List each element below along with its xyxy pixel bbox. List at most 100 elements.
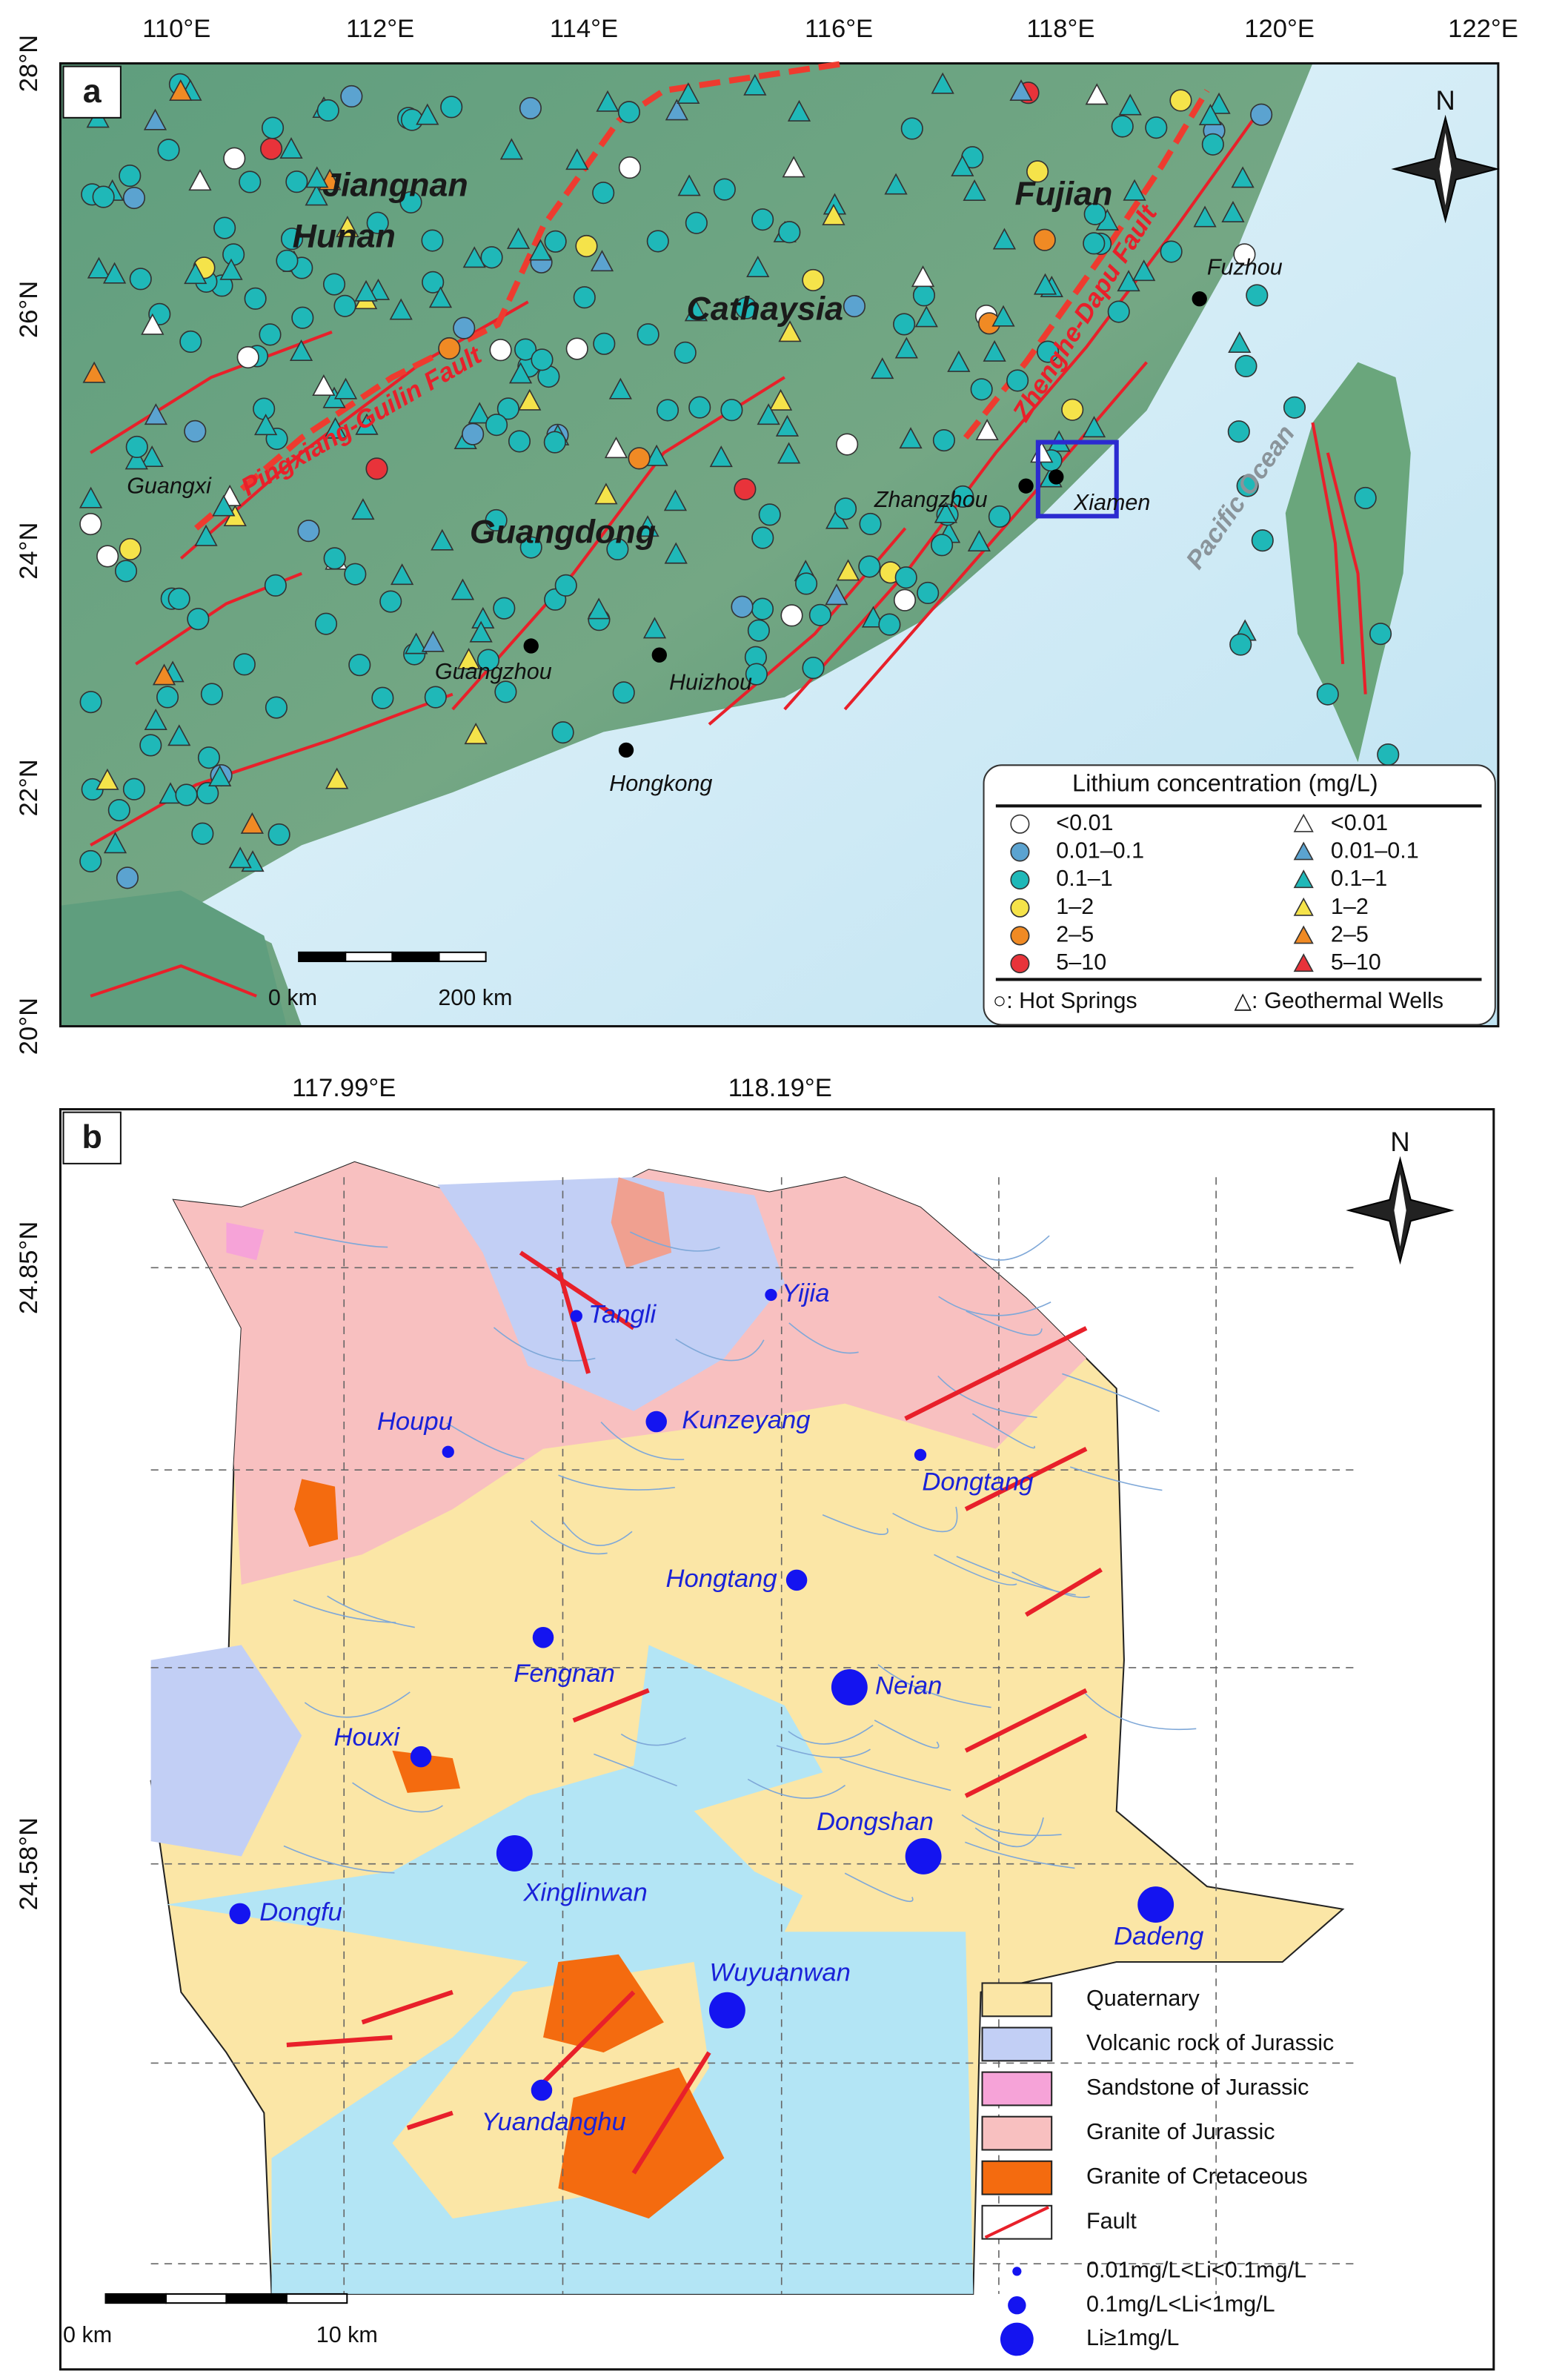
hot-spring-marker [1145, 116, 1168, 139]
hot-spring-marker [751, 597, 774, 620]
well-marker [645, 444, 668, 466]
well-marker [782, 156, 805, 178]
site-label: Houpu [377, 1408, 453, 1436]
legend-marker [1010, 842, 1030, 862]
legend-label: Sandstone of Jurassic [1086, 2075, 1309, 2100]
hot-spring-marker [808, 603, 831, 626]
lat-tick-label: 28°N [15, 35, 43, 92]
river [822, 1514, 888, 1536]
site-marker [496, 1834, 533, 1872]
legend-label: Quaternary [1086, 1986, 1200, 2011]
hot-spring-marker [167, 587, 190, 610]
north-arrow-inner [1439, 133, 1452, 205]
river [1062, 1373, 1160, 1413]
well-marker [934, 501, 957, 523]
fault-line [783, 119, 1254, 711]
well-marker [642, 617, 667, 639]
well-marker [102, 262, 127, 284]
legend-marker [1010, 926, 1030, 946]
hot-spring-marker [184, 420, 207, 442]
site-marker [905, 1838, 942, 1875]
hot-spring-marker [365, 457, 388, 480]
hot-spring-marker [297, 520, 320, 543]
hot-spring-marker [836, 433, 859, 456]
well-marker [87, 256, 111, 279]
legend-label: 1–2 [1056, 894, 1094, 919]
hot-spring-marker [802, 268, 825, 292]
legend-label: 1–2 [1331, 894, 1369, 919]
site-marker [442, 1445, 454, 1458]
river [675, 1338, 765, 1362]
hot-spring-marker [116, 866, 139, 889]
hot-spring-marker [1061, 398, 1084, 421]
well-marker [431, 528, 454, 551]
hot-spring-marker [422, 271, 445, 294]
lon-tick-label: 118.19°E [728, 1074, 832, 1102]
legend-swatch [981, 2160, 1053, 2195]
well-marker [82, 361, 106, 383]
hot-spring-marker [261, 116, 285, 139]
legend-label: 0.01mg/L<Li<0.1mg/L [1086, 2257, 1306, 2282]
granite-cretaceous [558, 2067, 725, 2219]
scale-bar-segment [298, 951, 347, 963]
hot-spring-marker [1246, 284, 1269, 307]
well-marker [778, 320, 802, 342]
site-label: Xinglinwan [522, 1878, 647, 1906]
well-marker [103, 832, 127, 854]
well-marker [141, 313, 165, 335]
hot-spring-marker [1037, 340, 1060, 363]
scale-bar-label: 0 km [268, 985, 317, 1010]
hot-spring-marker [222, 243, 245, 266]
scale-bar-segment [165, 2293, 227, 2304]
well-marker [416, 103, 439, 125]
legend-label: <0.01 [1056, 810, 1113, 835]
well-marker [636, 515, 659, 537]
river [600, 1422, 685, 1461]
fault-line [286, 2035, 393, 2048]
hot-spring-marker [92, 185, 115, 208]
well-marker [469, 620, 493, 643]
sandstone [226, 1222, 265, 1261]
legend-marker [1000, 2322, 1034, 2356]
legend-marker [1012, 2267, 1022, 2276]
well-marker [312, 374, 336, 397]
hot-spring-marker [114, 560, 138, 583]
hot-spring-marker [951, 485, 974, 508]
hot-spring-marker [618, 156, 641, 179]
well-marker [462, 246, 486, 268]
hot-spring-marker [213, 216, 236, 239]
well-marker [884, 173, 908, 195]
river [971, 1235, 1050, 1261]
hot-spring-marker [119, 165, 142, 188]
scale-bar-segment [285, 2293, 348, 2304]
legend-label: Granite of Jurassic [1086, 2119, 1275, 2144]
well-marker [188, 169, 212, 191]
well-marker [871, 357, 894, 379]
major-fault [963, 89, 1210, 440]
hot-spring-marker [612, 681, 635, 704]
well-marker [983, 339, 1006, 362]
study-area-box [1035, 440, 1119, 519]
hot-spring-marker [191, 822, 214, 845]
fault-line [90, 692, 453, 847]
scale-bar-segment [438, 951, 487, 963]
hot-spring-marker [1083, 232, 1106, 255]
well-marker [143, 108, 167, 130]
river [530, 1520, 608, 1555]
north-label: N [1390, 1127, 1409, 1157]
hot-spring-marker [1227, 420, 1250, 443]
river [352, 1782, 443, 1813]
scale-bar-segment [345, 951, 393, 963]
well-marker [124, 448, 148, 470]
hot-spring-marker [646, 230, 669, 253]
volcanic [437, 1177, 785, 1411]
hot-spring-marker [291, 306, 314, 329]
fault-line [1326, 452, 1367, 695]
well-marker [468, 402, 491, 424]
well-marker [684, 299, 708, 322]
legend-label: 0.1mg/L<Li<1mg/L [1086, 2291, 1275, 2316]
well-marker [421, 630, 445, 652]
hot-spring-marker [592, 182, 615, 205]
well-marker [951, 154, 974, 176]
